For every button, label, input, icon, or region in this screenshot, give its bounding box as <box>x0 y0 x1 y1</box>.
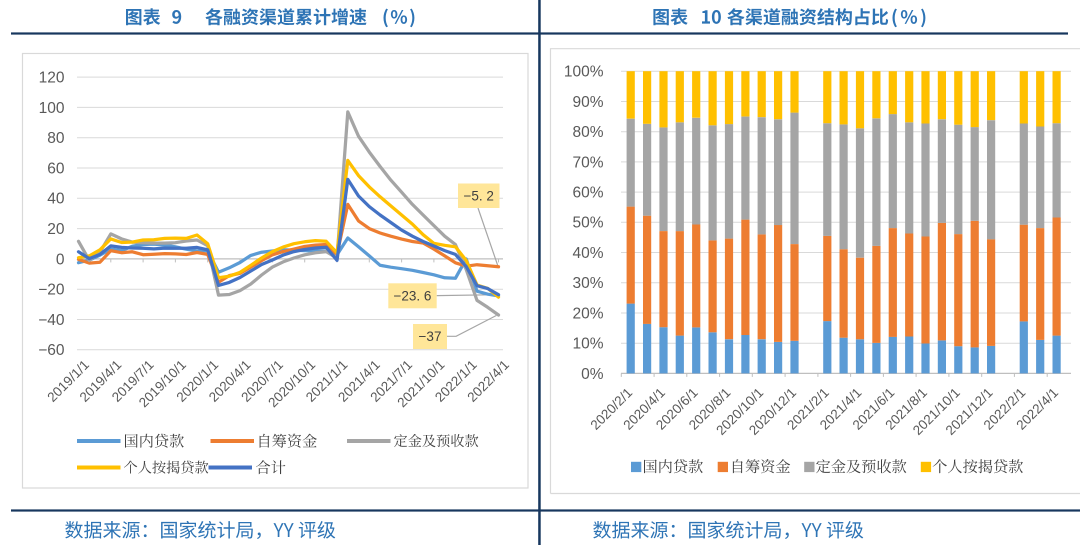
svg-text:−23. 6: −23. 6 <box>394 289 432 304</box>
svg-text:100: 100 <box>39 100 65 117</box>
svg-text:60: 60 <box>47 160 65 177</box>
svg-text:40: 40 <box>47 191 65 208</box>
svg-text:20%: 20% <box>572 305 603 322</box>
svg-text:0%: 0% <box>581 366 604 383</box>
svg-text:−20: −20 <box>38 282 65 299</box>
svg-text:100%: 100% <box>564 64 604 81</box>
svg-text:80%: 80% <box>572 124 603 141</box>
svg-text:−5. 2: −5. 2 <box>463 189 493 204</box>
svg-text:90%: 90% <box>572 94 603 111</box>
svg-text:−60: −60 <box>38 342 65 359</box>
svg-text:−40: −40 <box>38 312 65 329</box>
svg-text:80: 80 <box>47 130 65 147</box>
svg-text:120: 120 <box>39 70 65 87</box>
svg-text:60%: 60% <box>572 185 603 202</box>
svg-text:50%: 50% <box>572 215 603 232</box>
svg-text:40%: 40% <box>572 245 603 262</box>
svg-text:10%: 10% <box>572 336 603 353</box>
svg-text:20: 20 <box>47 221 65 238</box>
svg-text:0: 0 <box>56 251 65 268</box>
svg-text:70%: 70% <box>572 154 603 171</box>
svg-text:30%: 30% <box>572 275 603 292</box>
svg-text:−37: −37 <box>419 329 442 344</box>
